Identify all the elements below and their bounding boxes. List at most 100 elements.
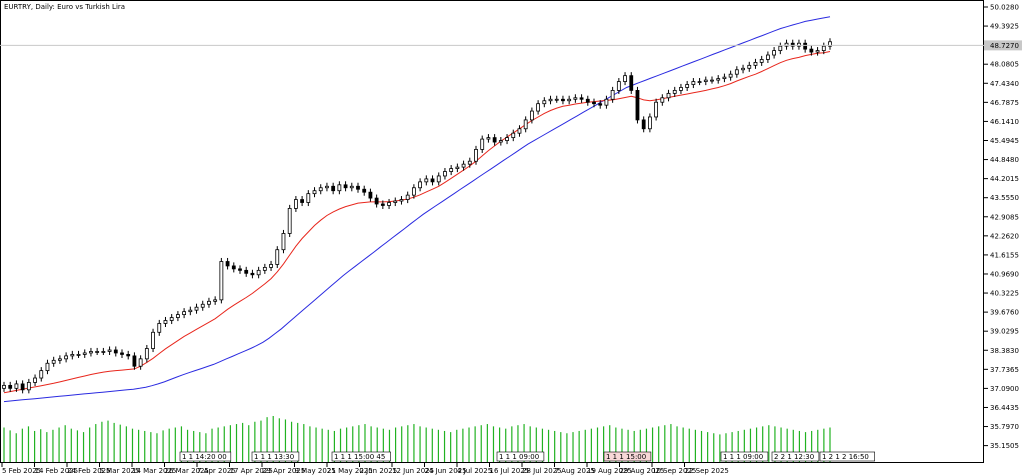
candle	[70, 350, 75, 360]
price-tick-label: 46.7875	[990, 99, 1019, 107]
candle	[349, 182, 354, 192]
price-tick-label: 47.4340	[990, 80, 1019, 88]
candle	[343, 181, 348, 192]
candle	[157, 319, 162, 336]
candle	[505, 134, 509, 145]
candle	[573, 94, 578, 103]
candle	[685, 80, 690, 92]
candle	[548, 95, 553, 105]
time-tick-label: 17 Apr 2025	[230, 467, 273, 475]
candle	[604, 95, 609, 109]
time-tag-box	[331, 451, 391, 462]
candle	[380, 200, 385, 209]
candle	[399, 196, 404, 205]
candle	[368, 188, 373, 202]
time-tick-label: 14 Feb 2025	[35, 467, 79, 475]
time-tag-box	[603, 451, 652, 462]
candle	[790, 39, 795, 50]
price-tick-label: 35.7970	[990, 423, 1019, 431]
time-tick-label: 22 Sep 2025	[685, 467, 729, 475]
candle	[188, 306, 193, 316]
candle	[610, 86, 615, 103]
candle	[281, 229, 286, 254]
candle	[654, 98, 659, 121]
candle	[579, 94, 584, 103]
candle	[387, 198, 391, 209]
candle	[511, 129, 516, 142]
candle	[126, 350, 131, 360]
candle	[561, 95, 565, 105]
candle	[803, 39, 808, 53]
candle	[113, 346, 118, 357]
candle	[635, 86, 640, 124]
candle	[641, 116, 646, 133]
candle	[486, 134, 491, 143]
candle	[293, 196, 298, 212]
time-tick-label: 14 Mar 2025	[132, 467, 176, 475]
candle	[45, 359, 50, 375]
candle	[492, 134, 497, 146]
candle	[828, 38, 832, 50]
time-tick-label: 9 May 2025	[295, 467, 336, 475]
candle	[2, 381, 6, 392]
candle	[256, 266, 261, 279]
time-tag-label: 1 1 1 09:00	[499, 453, 539, 461]
price-tick-label: 43.5550	[990, 194, 1019, 202]
candle	[8, 381, 13, 392]
time-tick-label: 5 Mar 2025	[100, 467, 140, 475]
candle	[238, 265, 242, 274]
candle	[821, 42, 826, 55]
time-tag-label: 1 1 1 09:00	[723, 453, 763, 461]
time-tick-label: 24 Jun 2025	[425, 467, 467, 475]
candle	[300, 196, 305, 207]
candle	[716, 75, 721, 84]
price-tick-label: 45.4945	[990, 137, 1019, 145]
candle	[107, 346, 112, 356]
candle	[89, 347, 93, 357]
candle	[734, 66, 739, 78]
price-tick-label: 42.9085	[990, 213, 1019, 221]
candle	[356, 182, 360, 193]
candle	[623, 72, 627, 86]
time-tag-label: 1 1 1 15:00	[606, 453, 646, 461]
price-tick-label: 46.1410	[990, 118, 1019, 126]
candle	[132, 352, 137, 370]
candle	[213, 296, 218, 305]
candle	[231, 262, 236, 273]
candle	[797, 39, 801, 50]
price-tick-label: 44.8480	[990, 156, 1019, 164]
candle	[151, 328, 155, 353]
candle	[480, 135, 485, 153]
candle	[225, 257, 230, 270]
time-tick-label: 28 Jul 2025	[522, 467, 562, 475]
candle	[374, 194, 379, 208]
time-tick-label: 16 Jul 2025	[490, 467, 530, 475]
price-tick-label: 44.2015	[990, 175, 1019, 183]
current-price-box	[984, 40, 1022, 51]
candle	[759, 55, 764, 66]
candle	[144, 344, 149, 363]
candle	[741, 64, 745, 74]
candle	[418, 178, 423, 192]
candle	[312, 187, 317, 198]
candle	[101, 347, 106, 356]
candle	[536, 100, 541, 115]
price-tick-label: 37.0900	[990, 385, 1019, 393]
price-tick-label: 36.4435	[990, 404, 1019, 412]
blue-moving-average	[3, 16, 831, 403]
candle	[14, 380, 19, 392]
candle	[182, 308, 187, 319]
candle	[138, 355, 143, 370]
candle	[33, 374, 37, 386]
candle	[194, 303, 199, 314]
plot-frame	[0, 0, 984, 463]
time-tick-label: 7 Aug 2025	[555, 467, 595, 475]
candle	[82, 349, 87, 358]
candle	[287, 204, 292, 238]
volume-bars	[3, 416, 831, 462]
candle	[95, 347, 100, 356]
candle	[455, 163, 460, 173]
